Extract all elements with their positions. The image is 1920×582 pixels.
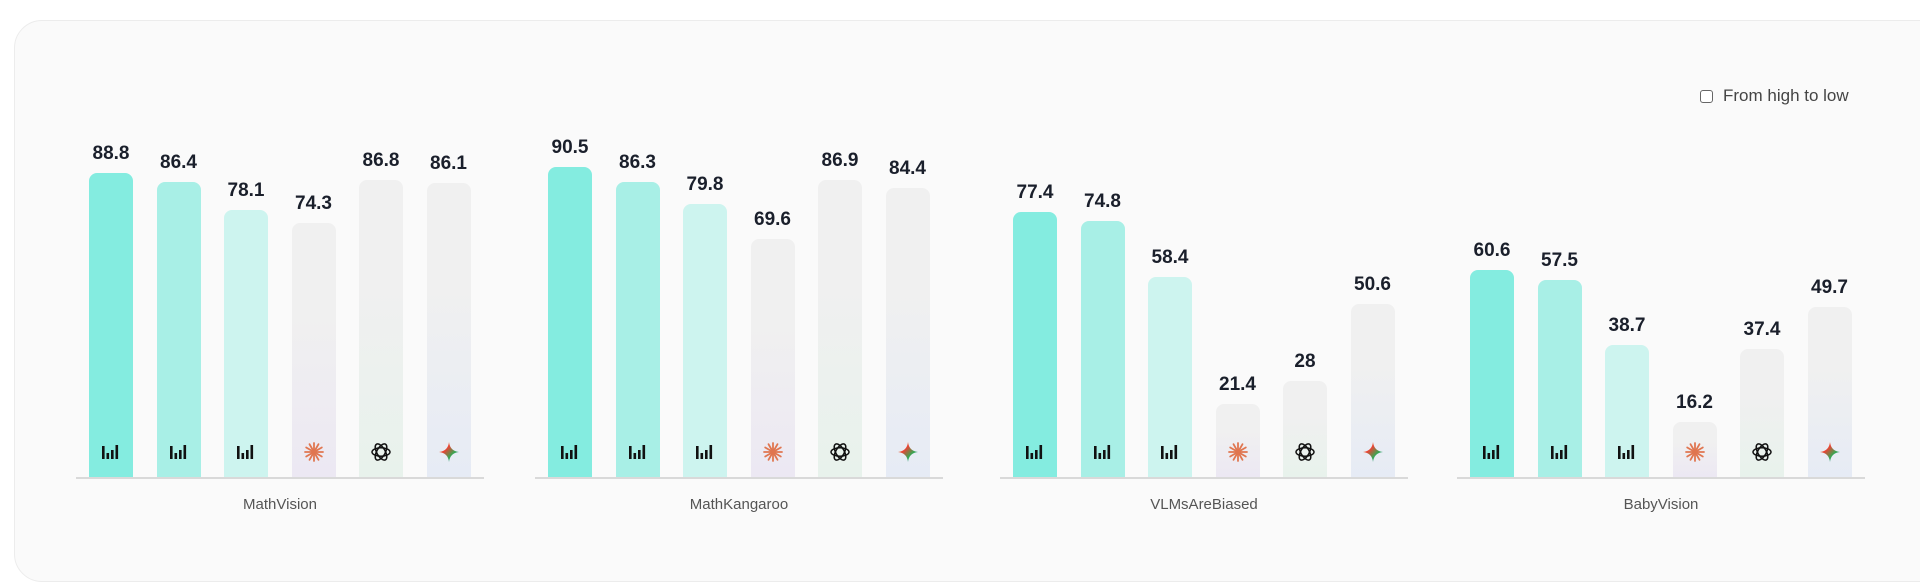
bar[interactable]	[548, 167, 592, 477]
brand-bars-icon	[1081, 440, 1125, 464]
brand-bars-icon	[1538, 440, 1582, 464]
bar[interactable]	[1148, 277, 1192, 477]
data-label: 16.2	[1676, 391, 1713, 413]
category-label: MathKangaroo	[689, 496, 789, 513]
bar[interactable]	[156, 181, 201, 477]
brand-bars-icon	[1013, 440, 1057, 464]
data-label: 77.4	[1016, 182, 1054, 204]
bar[interactable]	[750, 238, 795, 477]
data-label: 74.3	[295, 192, 332, 214]
bar[interactable]	[615, 181, 660, 477]
bar[interactable]	[359, 180, 403, 477]
category-label: BabyVision	[1623, 496, 1699, 513]
data-label: 86.9	[821, 149, 859, 171]
group-vlmsarebiased: VLMsAreBiased 77.4 74.8 58.4 21.4 28 50.6	[1000, 0, 1408, 545]
bar[interactable]	[1537, 280, 1582, 477]
data-label: 84.4	[889, 158, 926, 180]
claude-asterisk-icon	[1216, 440, 1260, 464]
group-mathvision: MathVision 88.8 86.4 78.1 74.3 86.8 86.1	[76, 0, 484, 545]
bar[interactable]	[885, 188, 930, 477]
brand-bars-icon	[683, 440, 727, 464]
x-axis-line	[535, 477, 943, 479]
data-label: 57.5	[1541, 250, 1578, 272]
gemini-star-icon	[1351, 440, 1395, 464]
data-label: 88.8	[92, 143, 130, 165]
data-label: 86.8	[362, 150, 400, 172]
bar[interactable]	[426, 182, 471, 477]
claude-asterisk-icon	[292, 440, 336, 464]
bar[interactable]	[89, 173, 133, 477]
openai-knot-icon	[1283, 440, 1327, 464]
data-label: 69.6	[754, 208, 791, 230]
data-label: 28	[1294, 351, 1316, 373]
data-label: 86.3	[619, 151, 656, 173]
data-label: 58.4	[1151, 247, 1189, 269]
data-label: 78.1	[227, 179, 265, 201]
sort-label: From high to low	[1723, 86, 1849, 105]
data-label: 60.6	[1473, 239, 1511, 261]
checkbox-icon[interactable]	[1700, 89, 1713, 103]
data-label: 21.4	[1219, 373, 1256, 395]
bar[interactable]	[224, 209, 268, 477]
sort-high-to-low-checkbox[interactable]: From high to low	[1700, 86, 1849, 106]
category-label: MathVision	[243, 496, 317, 513]
brand-bars-icon	[616, 440, 660, 464]
x-axis-line	[1457, 477, 1865, 479]
data-label: 90.5	[551, 137, 589, 159]
data-label: 79.8	[686, 174, 724, 196]
data-label: 38.7	[1608, 314, 1646, 336]
bar[interactable]	[1080, 221, 1125, 477]
bar[interactable]	[1283, 381, 1327, 477]
data-label: 86.4	[160, 151, 197, 173]
openai-knot-icon	[359, 440, 403, 464]
claude-asterisk-icon	[751, 440, 795, 464]
bar[interactable]	[1013, 212, 1057, 477]
x-axis-line	[76, 477, 484, 479]
bar[interactable]	[683, 204, 727, 477]
bar[interactable]	[1470, 269, 1514, 477]
brand-bars-icon	[89, 440, 133, 464]
bar[interactable]	[1215, 403, 1260, 477]
openai-knot-icon	[818, 440, 862, 464]
x-axis-line	[1000, 477, 1408, 479]
bar[interactable]	[291, 222, 336, 477]
claude-asterisk-icon	[1673, 440, 1717, 464]
category-label: VLMsAreBiased	[1150, 496, 1258, 513]
gemini-star-icon	[427, 440, 471, 464]
bar[interactable]	[818, 179, 862, 477]
brand-bars-icon	[224, 440, 268, 464]
data-label: 49.7	[1811, 277, 1848, 299]
brand-bars-icon	[157, 440, 201, 464]
data-label: 37.4	[1743, 319, 1781, 341]
gemini-star-icon	[1808, 440, 1852, 464]
brand-bars-icon	[548, 440, 592, 464]
brand-bars-icon	[1470, 440, 1514, 464]
brand-bars-icon	[1148, 440, 1192, 464]
data-label: 50.6	[1354, 273, 1391, 295]
gemini-star-icon	[886, 440, 930, 464]
brand-bars-icon	[1605, 440, 1649, 464]
data-label: 86.1	[430, 152, 467, 174]
group-babyvision: BabyVision 60.6 57.5 38.7 16.2 37.4 49.7	[1457, 0, 1865, 545]
group-mathkangaroo: MathKangaroo 90.5 86.3 79.8 69.6 86.9 84.4	[535, 0, 943, 545]
data-label: 74.8	[1084, 191, 1121, 213]
openai-knot-icon	[1740, 440, 1784, 464]
